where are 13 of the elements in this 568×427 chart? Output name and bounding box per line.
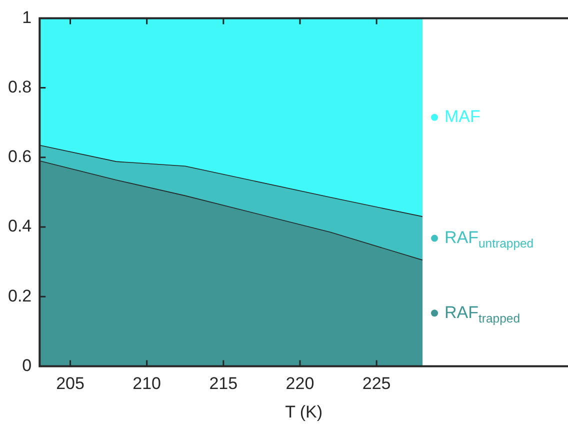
y-tick-label: 0.8 [8, 77, 32, 96]
y-tick-label: 1 [22, 8, 32, 27]
y-tick-label: 0.2 [8, 286, 32, 306]
legend-label: MAF [444, 107, 480, 126]
x-axis-title: T (K) [285, 402, 323, 422]
y-tick-label: 0.4 [8, 216, 32, 236]
x-tick-label: 205 [56, 374, 84, 394]
x-tick-label: 225 [362, 374, 391, 394]
y-tick-label: 0 [22, 356, 32, 375]
x-tick-label: 215 [209, 374, 238, 394]
y-tick-label: 0.6 [8, 147, 32, 166]
x-tick-label: 210 [132, 374, 162, 394]
x-tick-label: 220 [286, 374, 314, 394]
